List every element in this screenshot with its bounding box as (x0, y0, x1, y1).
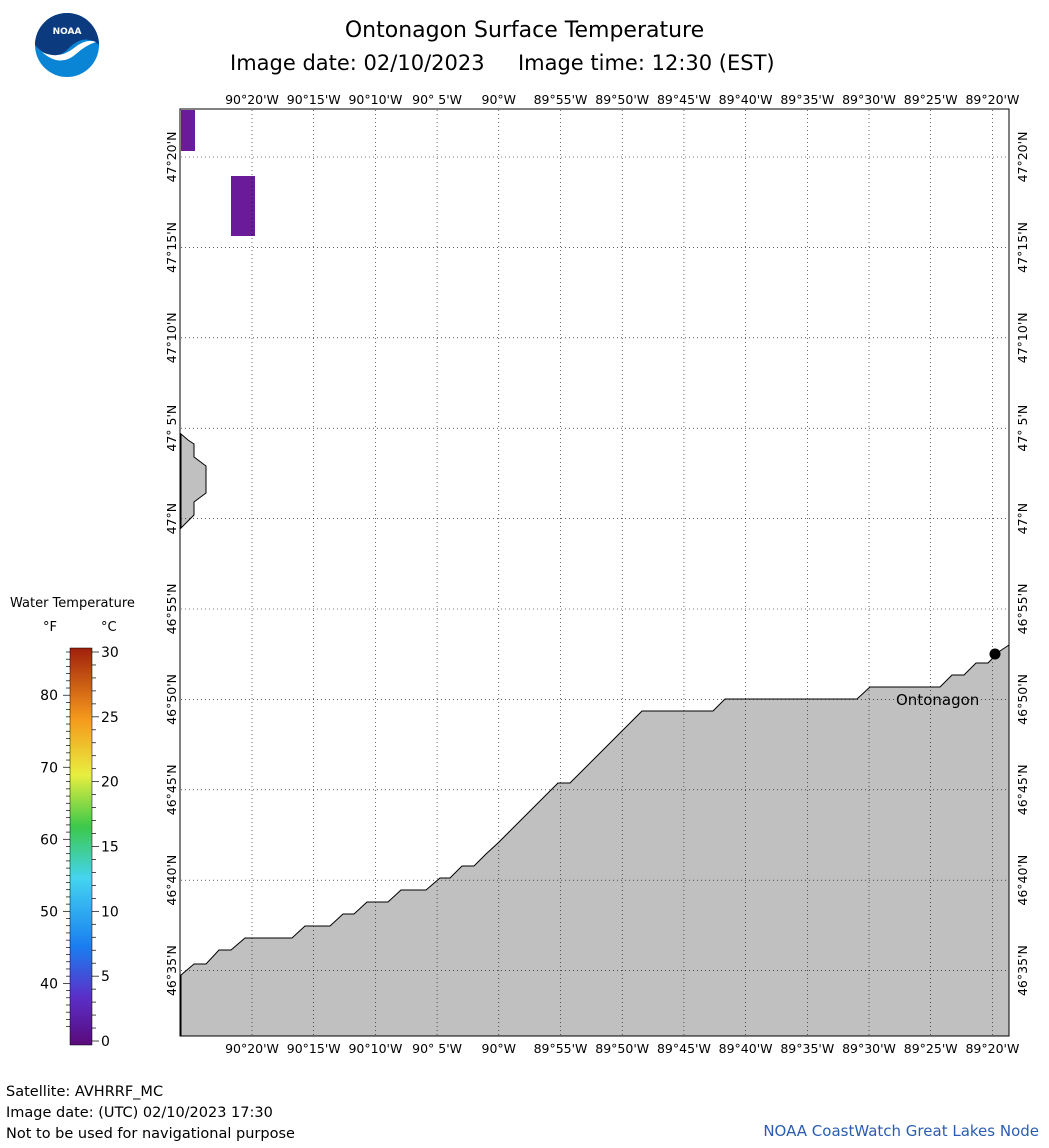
land-area-south (180, 644, 1010, 1037)
lon-label: 89°20'W (965, 92, 1019, 107)
colorbar-label-f: 50 (40, 904, 58, 920)
latitude-labels-left: 47°20'N 47°15'N 47°10'N 47° 5'N 47°N 46°55'N 4… (164, 132, 179, 996)
lon-label: 90° 5'W (412, 92, 462, 107)
latitude-labels-right: 47°20'N 47°15'N 47°10'N 47° 5'N 47°N 46°55'N 4… (1015, 132, 1030, 996)
legend-title: Water Temperature (10, 596, 135, 611)
lon-label: 89°40'W (719, 1041, 773, 1056)
lon-label: 90° 5'W (412, 1041, 462, 1056)
lon-label: 89°50'W (595, 92, 649, 107)
lon-label: 90°W (482, 1041, 517, 1056)
lon-label: 89°25'W (904, 1041, 958, 1056)
lon-label: 89°45'W (657, 92, 711, 107)
colorbar-label-c: 25 (101, 710, 119, 726)
lat-label: 46°40'N (1015, 855, 1030, 906)
lat-label: 46°55'N (164, 584, 179, 635)
ontonagon-marker-icon (989, 648, 1001, 660)
lat-label: 47°15'N (164, 222, 179, 273)
longitude-labels-bottom: 90°20'W 90°15'W 90°10'W 90° 5'W 90°W 89°55'W 8… (225, 1041, 1019, 1056)
lon-label: 90°10'W (348, 92, 402, 107)
satellite-label: Satellite: AVHRRF_MC (6, 1084, 164, 1100)
lon-label: 90°15'W (287, 92, 341, 107)
cold-water-patch (181, 110, 195, 151)
lon-label: 89°55'W (534, 92, 588, 107)
colorbar-label-c: 5 (101, 969, 110, 985)
footer-info: Satellite: AVHRRF_MC Image date: (UTC) 0… (6, 1082, 295, 1145)
lon-label: 89°50'W (595, 1041, 649, 1056)
longitude-labels-top: 90°20'W 90°15'W 90°10'W 90° 5'W 90°W 89°55'W 8… (225, 92, 1019, 107)
noaa-logo-icon: NOAA (35, 13, 99, 77)
lon-label: 89°45'W (657, 1041, 711, 1056)
lat-label: 47° 5'N (164, 405, 179, 452)
lat-label: 46°55'N (1015, 584, 1030, 635)
lat-label: 47°15'N (1015, 222, 1030, 273)
lat-label: 47°10'N (1015, 312, 1030, 363)
colorbar-label-c: 15 (101, 840, 119, 856)
colorbar-label-c: 10 (101, 904, 119, 920)
page-title: Ontonagon Surface Temperature (344, 18, 705, 43)
lat-label: 47°20'N (1015, 132, 1030, 183)
colorbar-label-c: 20 (101, 775, 119, 791)
lon-label: 89°25'W (904, 92, 958, 107)
credit-label: NOAA CoastWatch Great Lakes Node (763, 1122, 1039, 1140)
utc-date-label: Image date: (UTC) 02/10/2023 17:30 (6, 1105, 273, 1121)
place-label-ontonagon: Ontonagon (896, 691, 979, 709)
land-area-west (180, 432, 207, 530)
legend-unit-f: °F (43, 620, 57, 635)
lat-label: 46°50'N (164, 674, 179, 725)
lat-label: 46°50'N (1015, 674, 1030, 725)
lat-label: 46°40'N (164, 855, 179, 906)
lon-label: 89°55'W (534, 1041, 588, 1056)
lat-label: 46°35'N (164, 945, 179, 996)
lon-label: 89°40'W (719, 92, 773, 107)
lon-label: 89°35'W (780, 1041, 834, 1056)
temperature-colorbar (69, 647, 93, 1046)
colorbar-label-f: 70 (40, 760, 58, 776)
lat-label: 46°45'N (164, 764, 179, 815)
lat-label: 46°35'N (1015, 945, 1030, 996)
lon-label: 89°35'W (780, 92, 834, 107)
lon-label: 89°30'W (842, 92, 896, 107)
cold-water-patch (231, 176, 255, 236)
colorbar-label-f: 80 (40, 688, 58, 704)
lat-label: 47°20'N (164, 132, 179, 183)
lat-label: 47° 5'N (1015, 405, 1030, 452)
colorbar-label-f: 60 (40, 832, 58, 848)
lon-label: 90°20'W (225, 1041, 279, 1056)
lon-label: 89°20'W (965, 1041, 1019, 1056)
colorbar-label-c: 30 (101, 645, 119, 661)
lon-label: 90°W (482, 92, 517, 107)
lon-label: 90°20'W (225, 92, 279, 107)
lon-label: 90°10'W (348, 1041, 402, 1056)
lat-label: 47°10'N (164, 312, 179, 363)
disclaimer-label: Not to be used for navigational purpose (6, 1126, 295, 1142)
legend-unit-c: °C (101, 620, 117, 635)
lat-label: 46°45'N (1015, 764, 1030, 815)
lon-label: 89°30'W (842, 1041, 896, 1056)
logo-text: NOAA (53, 27, 82, 37)
lat-label: 47°N (164, 503, 179, 535)
image-datetime: Image date: 02/10/2023 Image time: 12:30… (230, 51, 775, 75)
lat-label: 47°N (1015, 503, 1030, 535)
colorbar-label-f: 40 (40, 976, 58, 992)
lon-label: 90°15'W (287, 1041, 341, 1056)
colorbar-label-c: 0 (101, 1034, 110, 1050)
